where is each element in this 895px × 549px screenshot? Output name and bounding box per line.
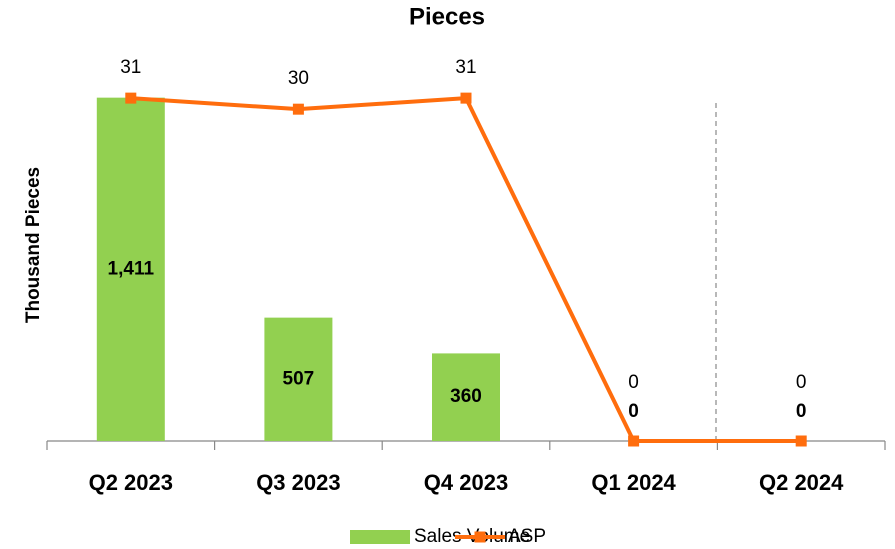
bar: [264, 317, 333, 441]
line-value-label: 0: [796, 372, 807, 393]
x-tick-label: Q1 2024: [591, 470, 676, 495]
bar-value-label: 360: [450, 386, 482, 407]
line-marker: [628, 435, 640, 447]
x-tick-label: Q4 2023: [424, 470, 508, 495]
bar: [96, 97, 165, 441]
line-value-label: 30: [288, 68, 309, 89]
x-tick-label: Q2 2024: [759, 470, 844, 495]
line-value-label: 31: [455, 57, 476, 78]
y-axis-label: Thousand Pieces: [23, 167, 44, 323]
legend-swatch: [350, 530, 410, 544]
line-marker: [292, 103, 304, 115]
legend-label: ASP: [508, 526, 546, 547]
legend-swatch: [474, 531, 486, 543]
line-value-label: 0: [628, 372, 639, 393]
line-value-label: 31: [120, 57, 141, 78]
chart-title: Pieces: [409, 3, 485, 30]
line-marker: [125, 92, 137, 104]
bar-value-label: 507: [283, 368, 315, 389]
bar-value-label: 1,411: [108, 258, 155, 279]
x-tick-label: Q3 2023: [256, 470, 340, 495]
bar-value-label: 0: [628, 401, 639, 422]
line-marker: [795, 435, 807, 447]
line-marker: [460, 92, 472, 104]
bar-value-label: 0: [796, 401, 807, 422]
bar: [432, 353, 500, 441]
x-tick-label: Q2 2023: [89, 470, 173, 495]
